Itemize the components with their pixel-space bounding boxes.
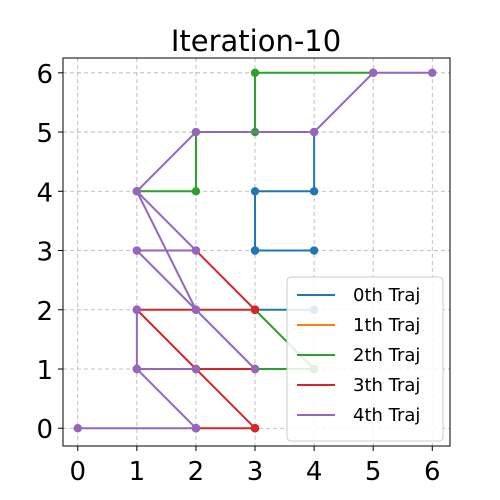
x-tick-label: 1 (129, 457, 146, 487)
legend-label: 0th Traj (353, 285, 420, 306)
data-point (191, 187, 201, 196)
chart-title: Iteration-10 (171, 24, 341, 58)
data-point (250, 246, 260, 255)
data-point (250, 364, 260, 374)
data-point (191, 364, 201, 374)
legend: 0th Traj 1th Traj 2th Traj 3th Traj 4th Traj (286, 276, 444, 442)
legend-label: 2th Traj (353, 345, 420, 366)
x-tick-label: 4 (306, 457, 323, 487)
y-axis: 0 1 2 3 4 5 6 (36, 60, 63, 445)
data-point (132, 364, 142, 374)
legend-box (286, 276, 444, 442)
data-point (368, 68, 378, 78)
x-tick-label: 5 (365, 457, 382, 487)
data-point (250, 68, 260, 78)
y-tick-label: 2 (36, 297, 53, 327)
x-axis: 0 1 2 3 4 5 6 (69, 446, 441, 487)
y-tick-label: 3 (36, 238, 53, 268)
data-point (132, 187, 142, 196)
data-point (73, 424, 82, 433)
data-point (191, 305, 201, 314)
y-tick-label: 5 (36, 119, 53, 149)
series-line (136, 368, 197, 429)
series-4 (73, 68, 437, 433)
series-line (195, 249, 256, 311)
legend-label: 3th Traj (353, 375, 420, 396)
y-tick-label: 0 (36, 415, 53, 445)
series-line (254, 132, 316, 251)
data-point (309, 246, 319, 255)
data-point (309, 127, 319, 137)
x-tick-label: 2 (188, 457, 205, 487)
y-tick-label: 1 (36, 356, 53, 386)
x-tick-label: 0 (69, 457, 86, 487)
y-tick-label: 4 (36, 178, 53, 208)
y-tick-label: 6 (36, 60, 53, 90)
data-point (191, 127, 201, 137)
x-tick-label: 6 (424, 457, 441, 487)
data-point (191, 246, 201, 255)
data-point (428, 68, 437, 78)
data-point (132, 246, 142, 255)
plot-frame (62, 57, 451, 447)
legend-label: 1th Traj (353, 315, 420, 336)
series-line (135, 190, 197, 311)
x-tick-label: 3 (247, 457, 264, 487)
series-line (136, 190, 197, 252)
legend-label: 4th Traj (353, 405, 420, 426)
data-point (250, 305, 260, 314)
data-point (250, 187, 260, 196)
data-point (132, 305, 142, 314)
data-point (309, 187, 319, 196)
series-group (73, 68, 437, 433)
data-point (191, 424, 201, 433)
data-point (250, 424, 260, 433)
